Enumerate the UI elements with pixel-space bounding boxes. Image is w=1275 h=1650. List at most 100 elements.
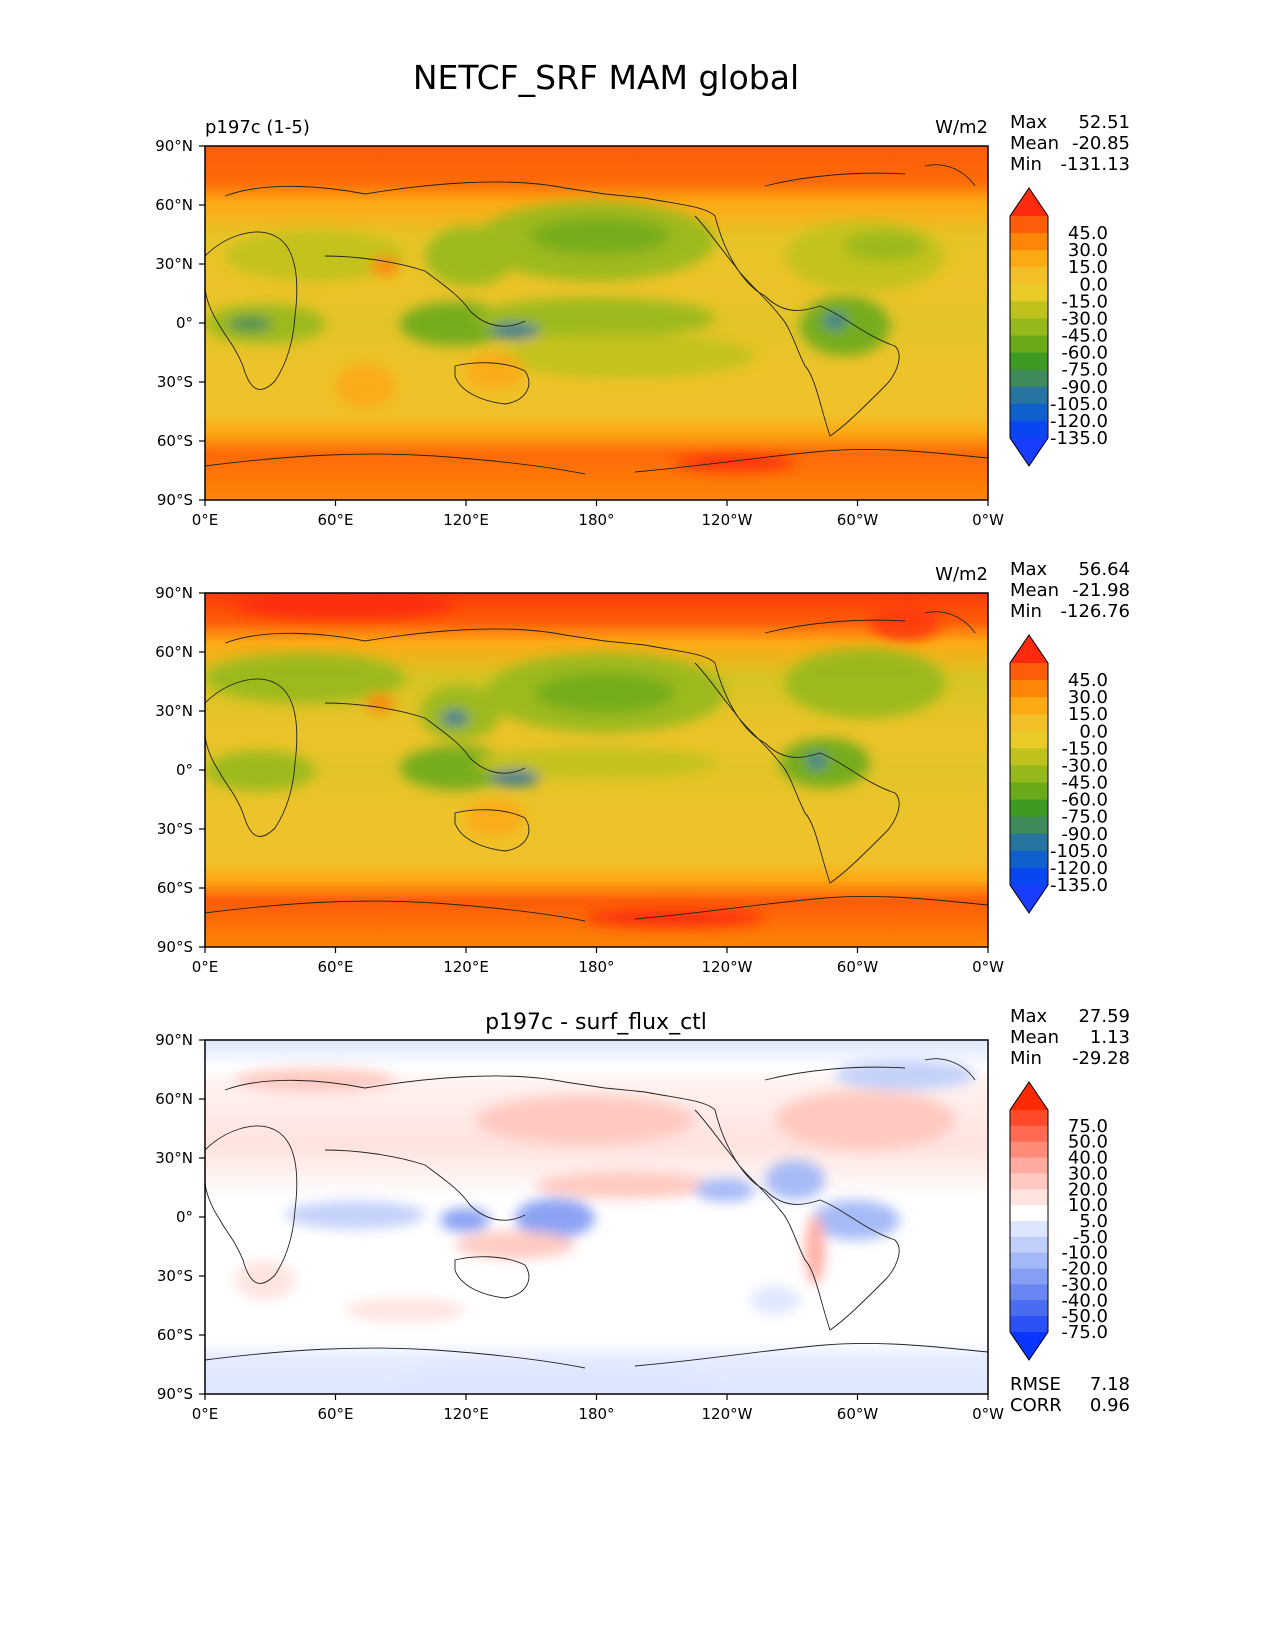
colorbar-label: 5.0	[1079, 1211, 1108, 1232]
lat-tick-label: 0°	[176, 314, 193, 332]
colorbar-label: -75.0	[1061, 807, 1108, 828]
lat-tick-label: 0°	[176, 761, 193, 779]
colorbar-segment	[1010, 1284, 1048, 1301]
colorbar-label: -30.0	[1061, 755, 1108, 776]
lat-tick-label: 90°N	[155, 137, 193, 155]
colorbar-label: 0.0	[1079, 274, 1108, 295]
lon-tick-label: 60°E	[317, 1405, 353, 1423]
colorbar-segment	[1010, 369, 1048, 388]
colorbar-segment	[1010, 1268, 1048, 1285]
lat-tick-label: 30°S	[157, 1267, 193, 1285]
colorbar-segment	[1010, 663, 1048, 681]
lon-tick-label: 120°W	[702, 511, 753, 529]
colorbar: 45.030.015.00.0-15.0-30.0-45.0-60.0-75.0…	[1009, 634, 1108, 914]
colorbar-segment	[1010, 233, 1048, 251]
colorbar-segment	[1010, 731, 1048, 749]
colorbar-label: 75.0	[1068, 1116, 1108, 1137]
figure-title: NETCF_SRF MAM global	[413, 58, 799, 97]
colorbar-segment	[1010, 1141, 1048, 1159]
colorbar-segment	[1010, 284, 1048, 302]
colorbar-label: -90.0	[1061, 377, 1108, 398]
colorbar-label: -120.0	[1050, 411, 1108, 432]
colorbar-label: -5.0	[1073, 1227, 1108, 1248]
lat-tick-label: 0°	[176, 1208, 193, 1226]
field-blobs	[205, 201, 945, 471]
colorbar-segment	[1010, 403, 1048, 422]
footer-stat-label: CORR	[1010, 1395, 1062, 1416]
colorbar-segment	[1010, 1205, 1048, 1222]
lat-tick-label: 90°S	[157, 938, 193, 956]
colorbar-label: 0.0	[1079, 721, 1108, 742]
colorbar-label: -10.0	[1061, 1243, 1108, 1264]
stat-value: -21.98	[1072, 580, 1130, 601]
lon-tick-label: 60°E	[317, 511, 353, 529]
stat-label: Mean	[1010, 580, 1059, 601]
lon-tick-label: 180°	[578, 511, 614, 529]
lat-tick-label: 30°N	[155, 255, 193, 273]
colorbar-label: 10.0	[1068, 1195, 1108, 1216]
lon-tick-label: 120°E	[443, 958, 489, 976]
stats-block: Max 56.64 Mean -21.98 Min -126.76	[1010, 559, 1130, 622]
lon-tick-label: 120°E	[443, 1405, 489, 1423]
lon-tick-label: 0°E	[192, 958, 219, 976]
colorbar-extend-min	[1010, 1332, 1048, 1360]
colorbar-segment	[1010, 816, 1048, 835]
colorbar-label: -15.0	[1061, 738, 1108, 759]
colorbar-label: 30.0	[1068, 687, 1108, 708]
colorbar-segment	[1010, 386, 1048, 405]
lon-tick-label: 180°	[578, 958, 614, 976]
lon-tick-label: 60°W	[837, 511, 879, 529]
colorbar-segment	[1010, 697, 1048, 715]
colorbar-segment	[1010, 867, 1048, 886]
colorbar-segment	[1010, 1173, 1048, 1190]
panel-units: W/m2	[935, 564, 988, 585]
colorbar-label: -75.0	[1061, 360, 1108, 381]
footer-stat-value: 0.96	[1090, 1395, 1130, 1416]
map-panel-3: p197c - surf_flux_ctl 90°N 60°N 30°N 0° 30°S…	[155, 1010, 1004, 1423]
colorbar-extend-max	[1010, 635, 1048, 663]
lat-tick-label: 60°N	[155, 196, 193, 214]
colorbar-segment	[1010, 1300, 1048, 1317]
stats-block: Max 52.51 Mean -20.85 Min -131.13	[1010, 112, 1130, 175]
lon-tick-label: 0°E	[192, 1405, 219, 1423]
colorbar-label: 50.0	[1068, 1132, 1108, 1153]
colorbar-label: -105.0	[1050, 841, 1108, 862]
colorbar-label: -30.0	[1061, 308, 1108, 329]
colorbar-outline	[1009, 1081, 1049, 1361]
field-blobs	[205, 593, 945, 927]
stat-value: -29.28	[1072, 1048, 1130, 1069]
panel-left-title: p197c (1-5)	[205, 117, 310, 138]
colorbar-segment	[1010, 1221, 1048, 1238]
colorbar-segment	[1010, 1157, 1048, 1174]
side-column-3: Max 27.59 Mean 1.13 Min -29.28 75.050.040.030.…	[1009, 1006, 1130, 1416]
lat-tick-label: 60°N	[155, 1090, 193, 1108]
colorbar-label: -45.0	[1061, 773, 1108, 794]
lat-tick-label: 90°S	[157, 1385, 193, 1403]
lat-tick-label: 60°S	[157, 1326, 193, 1344]
map-panel-1: p197c (1-5) W/m2 90°N60°N30°N0°30°S60°S9…	[155, 117, 1004, 529]
colorbar-segment	[1010, 250, 1048, 268]
colorbar-label: 20.0	[1068, 1179, 1108, 1200]
colorbar: 45.030.015.00.0-15.0-30.0-45.0-60.0-75.0…	[1009, 187, 1108, 467]
lon-tick-label: 120°W	[702, 1405, 753, 1423]
colorbar-segment	[1010, 1316, 1048, 1333]
colorbar-label: 15.0	[1068, 704, 1108, 725]
colorbar-label: -90.0	[1061, 824, 1108, 845]
colorbar-segment	[1010, 420, 1048, 439]
lat-tick-label: 30°N	[155, 702, 193, 720]
colorbar-extend-max	[1010, 188, 1048, 216]
colorbar-segment	[1010, 714, 1048, 732]
lon-tick-label: 60°W	[837, 1405, 879, 1423]
stat-label: Max	[1010, 559, 1048, 580]
lon-tick-label: 60°E	[317, 958, 353, 976]
colorbar-segment	[1010, 680, 1048, 698]
lat-tick-label: 60°S	[157, 879, 193, 897]
colorbar-label: -50.0	[1061, 1306, 1108, 1327]
lon-tick-label: 0°W	[972, 511, 1004, 529]
colorbar-label: -45.0	[1061, 326, 1108, 347]
lat-tick-label: 60°S	[157, 432, 193, 450]
footer-stat-value: 7.18	[1090, 1374, 1130, 1395]
lat-tick-label: 30°S	[157, 820, 193, 838]
lat-tick-label: 90°N	[155, 584, 193, 602]
